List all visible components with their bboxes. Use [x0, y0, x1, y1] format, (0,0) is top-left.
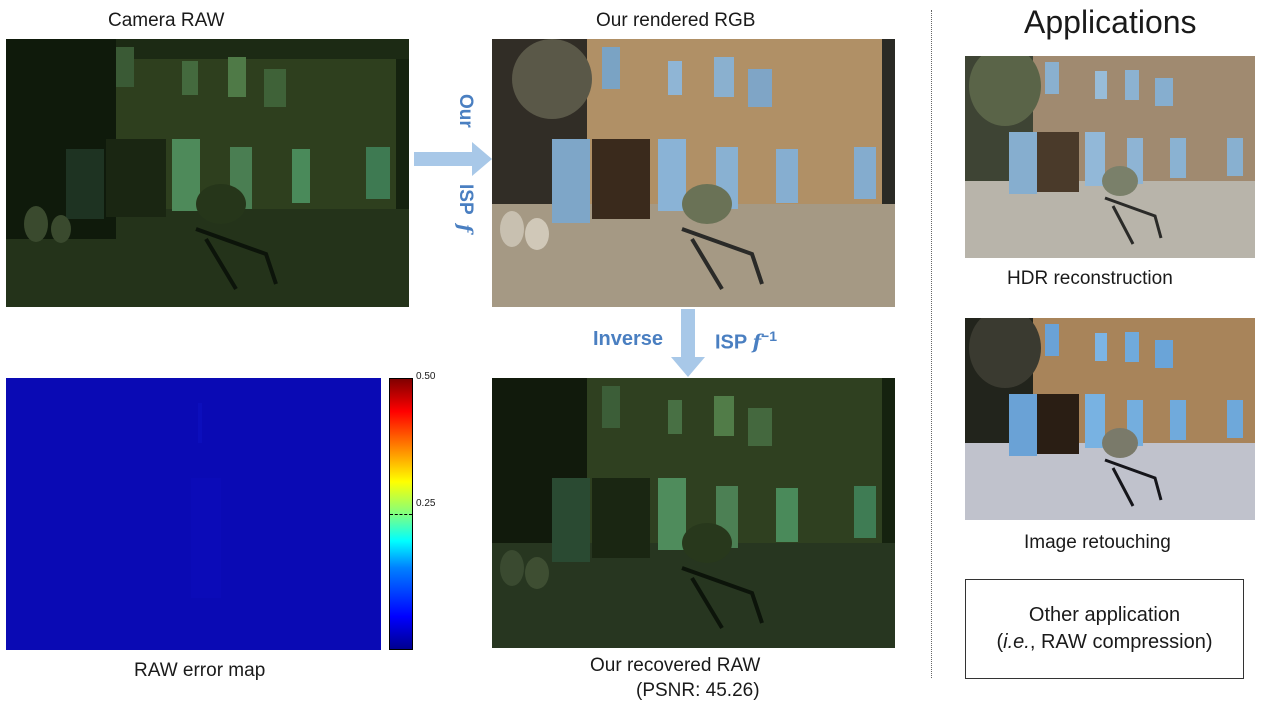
forward-arrow: [414, 140, 492, 178]
other-application-line2-rest: , RAW compression): [1029, 631, 1213, 653]
recovered-psnr-caption: (PSNR: 45.26): [636, 680, 760, 701]
colorbar-mid-line: [390, 514, 412, 515]
inverse-arrow: [670, 309, 706, 377]
inverse-f: f: [752, 329, 762, 354]
recovered-raw-caption: Our recovered RAW: [590, 655, 761, 676]
inverse-exponent: −1: [761, 328, 778, 344]
forward-label-isp: ISP f: [454, 184, 476, 232]
colorbar-max-label: 0.50: [416, 371, 436, 382]
other-application-ie: i.e.: [1003, 631, 1030, 653]
other-application-box: Other application (i.e., RAW compression…: [965, 579, 1244, 679]
hdr-image: [965, 56, 1255, 258]
inverse-isp-text: ISP: [715, 331, 747, 354]
inverse-label: Inverse: [593, 328, 664, 350]
error-map-caption: RAW error map: [134, 660, 266, 681]
forward-label-our: Our: [455, 94, 476, 128]
forward-label-isp-text: ISP: [455, 184, 476, 215]
rendered-rgb-caption: Our rendered RGB: [596, 10, 756, 31]
other-application-line2: (i.e., RAW compression): [996, 631, 1213, 653]
applications-title: Applications: [1024, 4, 1197, 40]
colorbar: [389, 378, 413, 650]
camera-raw-image: [6, 39, 409, 307]
hdr-caption: HDR reconstruction: [1007, 268, 1173, 289]
colorbar-mid-label: 0.25: [416, 498, 436, 509]
rendered-rgb-image: [492, 39, 895, 307]
raw-error-map: [6, 378, 381, 650]
camera-raw-caption: Camera RAW: [108, 10, 225, 31]
other-application-line1: Other application: [1028, 604, 1181, 626]
recovered-raw-image: [492, 378, 895, 648]
section-divider: [931, 10, 932, 678]
inverse-isp-label: ISP f−1: [715, 328, 777, 355]
retouch-image: [965, 318, 1255, 520]
forward-label-f: f: [454, 223, 476, 233]
retouch-caption: Image retouching: [1024, 532, 1171, 553]
